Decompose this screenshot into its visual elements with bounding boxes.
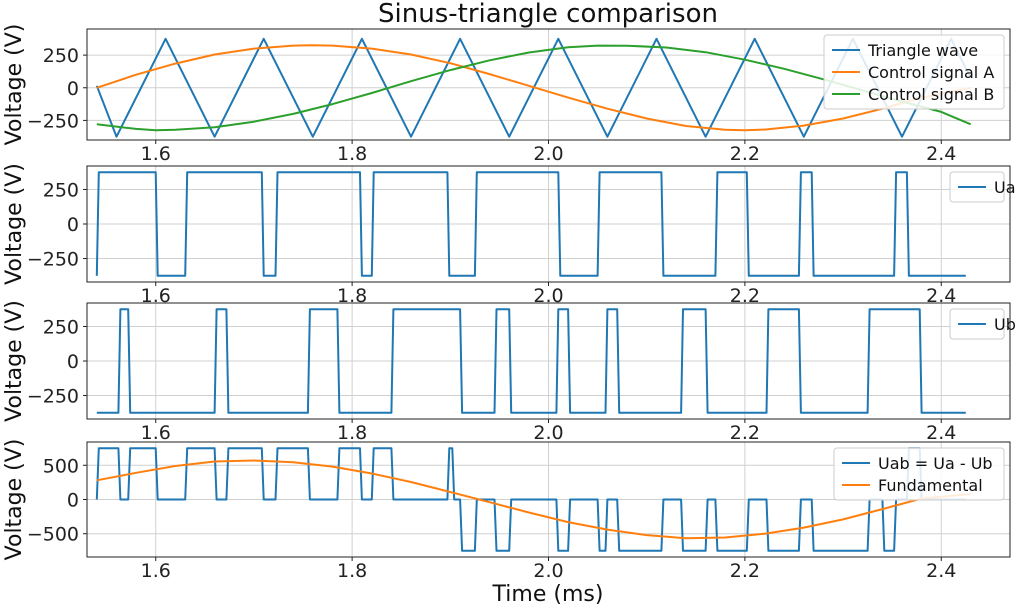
y-tick-label: −250 xyxy=(27,110,79,132)
y-axis-label: Voltage (V) xyxy=(2,300,27,422)
axes-frame xyxy=(86,302,1011,420)
x-tick-label: 2.0 xyxy=(533,285,563,307)
series-line-control-signal-b xyxy=(96,44,972,132)
x-tick-label: 1.6 xyxy=(141,143,171,165)
y-tick-label: 500 xyxy=(43,455,79,477)
y-tick-label: −500 xyxy=(27,524,79,546)
x-tick-label: 2.4 xyxy=(926,143,956,165)
legend-entry: Ub xyxy=(994,315,1016,334)
axes-frame xyxy=(86,28,1011,141)
series-group xyxy=(95,171,966,277)
legend-frame xyxy=(823,34,1005,110)
legend-frame xyxy=(833,447,1005,501)
x-tick-label: 1.8 xyxy=(337,285,367,307)
y-tick-label: 250 xyxy=(43,179,79,201)
axes-frame xyxy=(86,441,1011,558)
legend-entry: Control signal A xyxy=(868,63,994,82)
y-tick-label: 0 xyxy=(67,214,79,236)
x-tick-label: 2.2 xyxy=(730,560,760,582)
y-tick-label: 250 xyxy=(43,45,79,67)
x-tick-label: 1.8 xyxy=(337,422,367,444)
x-tick-label: 2.4 xyxy=(926,560,956,582)
panel-1: 1.6 1.8 2.0 2.2 2.4 −250 0 250 Voltage (V) Triang… xyxy=(2,24,1011,165)
x-tick-label: 2.4 xyxy=(926,285,956,307)
series-line-control-signal-a xyxy=(96,44,971,132)
series-line-uab-ua-ub xyxy=(95,447,966,552)
y-tick-label: −250 xyxy=(27,249,79,271)
x-tick-label: 1.6 xyxy=(141,285,171,307)
legend: Ub xyxy=(949,308,1016,340)
x-tick-label: 1.6 xyxy=(141,560,171,582)
x-tick-label: 2.2 xyxy=(730,285,760,307)
y-axis-label: Voltage (V) xyxy=(2,439,27,561)
x-tick-label: 2.2 xyxy=(730,422,760,444)
y-tick-label: 0 xyxy=(67,78,79,100)
panel-3: 1.6 1.8 2.0 2.2 2.4 −250 0 250 Voltage (V) Ub xyxy=(2,300,1016,444)
x-axis-label: Time (ms) xyxy=(492,582,604,607)
legend-entry: Fundamental xyxy=(878,476,983,495)
legend: Ua xyxy=(949,171,1016,203)
axes-frame xyxy=(86,165,1011,283)
y-tick-label: 0 xyxy=(67,351,79,373)
legend-entry: Control signal B xyxy=(868,85,994,104)
x-tick-label: 1.8 xyxy=(337,560,367,582)
x-tick-label: 1.6 xyxy=(141,422,171,444)
y-tick-label: 250 xyxy=(43,316,79,338)
x-tick-label: 2.4 xyxy=(926,422,956,444)
panel-2: 1.6 1.8 2.0 2.2 2.4 −250 0 250 Voltage (V) Ua xyxy=(2,163,1016,307)
y-axis-label: Voltage (V) xyxy=(2,24,27,146)
y-tick-label: −250 xyxy=(27,386,79,408)
legend: Triangle wave Control signal A Control sig… xyxy=(823,34,1005,110)
series-group xyxy=(95,447,971,552)
series-line-fundamental xyxy=(96,459,971,540)
x-tick-label: 1.8 xyxy=(337,143,367,165)
y-tick-label: 0 xyxy=(67,490,79,512)
panel-4: 1.6 1.8 2.0 2.2 2.4 −500 0 500 Voltage (V) Uab = … xyxy=(2,439,1011,582)
x-tick-label: 2.2 xyxy=(730,143,760,165)
legend-entry: Triangle wave xyxy=(867,41,978,60)
y-axis-label: Voltage (V) xyxy=(2,163,27,285)
legend-entry: Uab = Ua - Ub xyxy=(878,454,993,473)
x-tick-label: 2.0 xyxy=(533,422,563,444)
series-line-ua xyxy=(95,171,966,277)
legend: Uab = Ua - Ub Fundamental xyxy=(833,447,1005,501)
series-group xyxy=(96,308,966,414)
chart-title: Sinus-triangle comparison xyxy=(378,0,718,29)
legend-entry: Ua xyxy=(994,178,1016,197)
series-line-ub xyxy=(96,308,966,414)
x-tick-label: 2.0 xyxy=(533,560,563,582)
panels-group: 1.6 1.8 2.0 2.2 2.4 −250 0 250 Voltage (V) Triang… xyxy=(2,24,1016,582)
x-tick-label: 2.0 xyxy=(533,143,563,165)
